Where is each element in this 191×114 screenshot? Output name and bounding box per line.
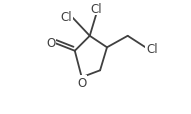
Text: Cl: Cl	[91, 3, 102, 16]
Text: O: O	[77, 76, 86, 89]
Text: O: O	[46, 37, 55, 50]
Text: Cl: Cl	[60, 11, 72, 24]
Text: Cl: Cl	[146, 43, 158, 56]
